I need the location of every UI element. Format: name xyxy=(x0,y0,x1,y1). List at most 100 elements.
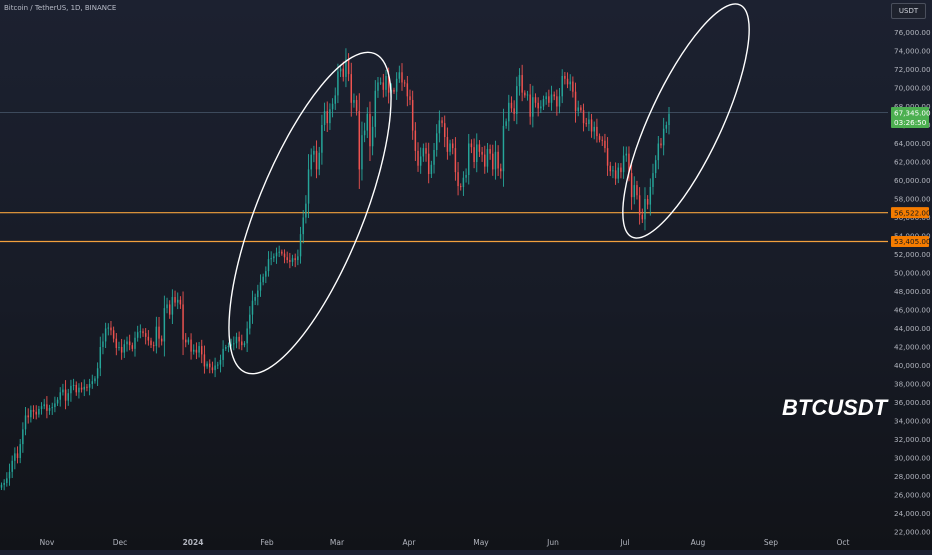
candle-body[interactable] xyxy=(353,100,355,103)
candle-body[interactable] xyxy=(355,100,358,112)
candle-body[interactable] xyxy=(104,328,107,342)
candle-body[interactable] xyxy=(494,151,497,170)
candle-body[interactable] xyxy=(665,125,668,129)
candle-body[interactable] xyxy=(219,359,222,365)
candle-body[interactable] xyxy=(617,167,620,179)
candle-body[interactable] xyxy=(179,299,182,305)
candle-body[interactable] xyxy=(286,257,288,261)
candle-body[interactable] xyxy=(19,444,21,458)
candle-body[interactable] xyxy=(110,327,112,331)
candle-body[interactable] xyxy=(556,96,558,107)
candle-body[interactable] xyxy=(502,125,505,172)
candle-body[interactable] xyxy=(38,408,40,415)
candle-body[interactable] xyxy=(67,393,69,401)
candle-body[interactable] xyxy=(233,343,235,345)
candle-body[interactable] xyxy=(83,386,86,390)
candle-body[interactable] xyxy=(654,160,657,174)
candle-body[interactable] xyxy=(588,119,590,125)
candle-body[interactable] xyxy=(470,143,473,148)
candle-body[interactable] xyxy=(96,368,99,379)
candle-body[interactable] xyxy=(601,139,603,141)
candle-body[interactable] xyxy=(478,144,481,152)
candle-body[interactable] xyxy=(160,338,163,342)
candle-body[interactable] xyxy=(0,484,3,488)
candle-body[interactable] xyxy=(217,364,219,366)
candle-body[interactable] xyxy=(406,83,409,97)
candle-body[interactable] xyxy=(369,113,371,147)
candle-body[interactable] xyxy=(614,170,617,179)
candle-body[interactable] xyxy=(246,328,248,344)
candle-body[interactable] xyxy=(505,121,507,126)
candle-body[interactable] xyxy=(139,331,142,333)
candle-body[interactable] xyxy=(532,97,534,117)
candle-body[interactable] xyxy=(345,59,347,77)
candle-body[interactable] xyxy=(529,94,531,117)
candle-body[interactable] xyxy=(214,365,216,371)
candle-body[interactable] xyxy=(449,143,451,152)
candle-body[interactable] xyxy=(134,337,136,349)
candle-body[interactable] xyxy=(72,384,75,386)
candle-body[interactable] xyxy=(438,120,441,134)
candle-body[interactable] xyxy=(497,151,499,169)
candle-body[interactable] xyxy=(484,154,486,167)
candle-body[interactable] xyxy=(323,111,326,125)
candle-body[interactable] xyxy=(468,143,470,175)
candle-body[interactable] xyxy=(99,347,102,369)
candle-body[interactable] xyxy=(120,347,123,353)
candle-body[interactable] xyxy=(35,411,37,415)
candle-body[interactable] xyxy=(662,128,665,146)
candle-body[interactable] xyxy=(457,172,459,187)
candle-body[interactable] xyxy=(118,347,120,348)
candle-body[interactable] xyxy=(88,384,91,388)
candle-body[interactable] xyxy=(628,153,630,174)
candle-body[interactable] xyxy=(473,147,475,162)
candle-body[interactable] xyxy=(163,308,166,342)
candle-body[interactable] xyxy=(427,153,430,175)
candle-body[interactable] xyxy=(508,102,510,122)
candle-body[interactable] xyxy=(235,336,238,344)
candle-body[interactable] xyxy=(24,415,27,430)
candle-body[interactable] xyxy=(363,130,366,136)
candle-body[interactable] xyxy=(566,78,569,85)
candle-body[interactable] xyxy=(115,338,118,348)
candle-body[interactable] xyxy=(540,106,542,109)
candle-body[interactable] xyxy=(382,82,385,90)
candle-body[interactable] xyxy=(64,389,67,401)
candle-body[interactable] xyxy=(339,68,342,72)
candle-body[interactable] xyxy=(395,78,398,92)
candle-body[interactable] xyxy=(534,97,537,103)
candle-body[interactable] xyxy=(657,143,660,161)
candle-body[interactable] xyxy=(561,75,563,97)
candle-body[interactable] xyxy=(331,103,334,110)
candle-body[interactable] xyxy=(310,154,312,170)
candle-body[interactable] xyxy=(56,399,59,404)
candle-body[interactable] xyxy=(622,155,625,173)
candle-body[interactable] xyxy=(366,113,369,131)
candle-body[interactable] xyxy=(489,149,491,154)
candle-body[interactable] xyxy=(3,482,5,485)
candle-body[interactable] xyxy=(329,109,331,124)
candle-body[interactable] xyxy=(465,174,467,178)
candle-body[interactable] xyxy=(582,110,585,124)
candle-body[interactable] xyxy=(131,345,134,349)
candle-body[interactable] xyxy=(660,143,662,146)
candle-body[interactable] xyxy=(203,354,206,367)
candle-body[interactable] xyxy=(419,156,422,166)
candle-body[interactable] xyxy=(513,108,515,114)
candle-body[interactable] xyxy=(147,336,150,341)
candle-body[interactable] xyxy=(361,135,363,170)
candle-body[interactable] xyxy=(195,349,198,353)
candle-body[interactable] xyxy=(14,453,16,461)
candle-body[interactable] xyxy=(227,346,230,348)
candle-body[interactable] xyxy=(184,339,187,343)
candle-body[interactable] xyxy=(342,68,344,77)
candle-body[interactable] xyxy=(291,258,294,262)
candle-body[interactable] xyxy=(265,271,267,277)
candle-body[interactable] xyxy=(211,367,214,371)
candle-body[interactable] xyxy=(625,153,628,156)
candle-body[interactable] xyxy=(128,341,131,346)
candle-body[interactable] xyxy=(299,234,302,257)
candle-body[interactable] xyxy=(435,133,438,150)
candle-body[interactable] xyxy=(62,389,64,393)
candle-body[interactable] xyxy=(241,341,243,346)
